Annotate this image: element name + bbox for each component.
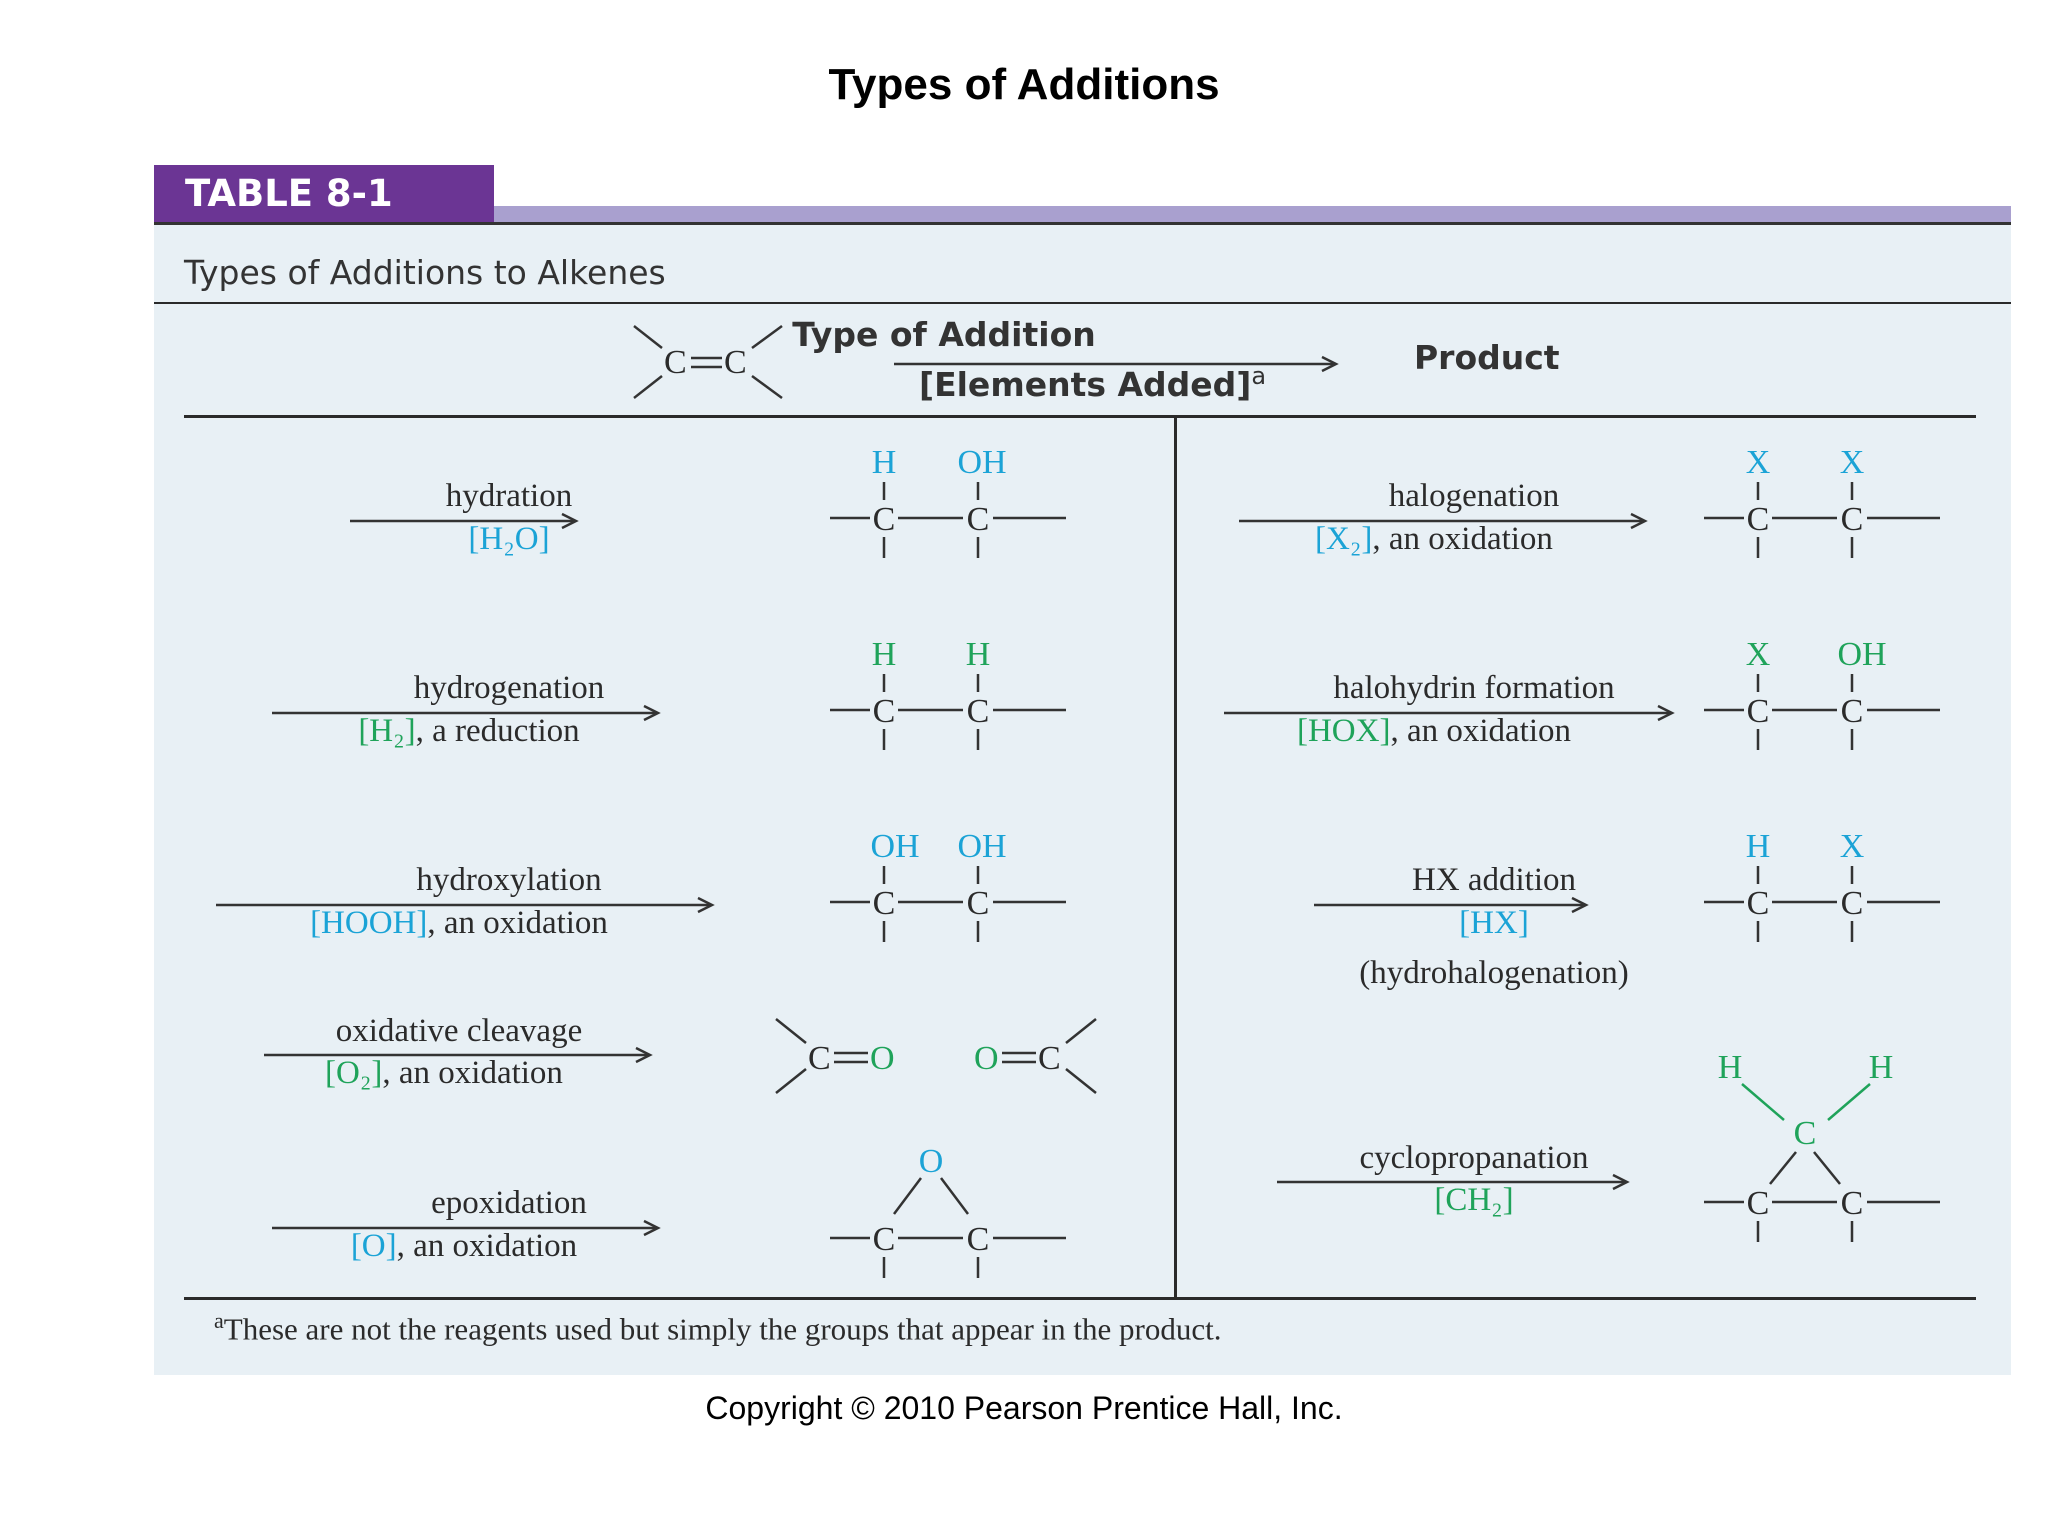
svg-text:C: C: [1841, 501, 1864, 538]
hydroxylation-reagent-line: [HOOH], an oxidation: [310, 905, 608, 941]
hydrogenation-reagent-line: [H₂], a reduction: [358, 713, 580, 749]
svg-text:C: C: [1841, 1185, 1864, 1222]
table-footnote: aThese are not the reagents used but sim…: [214, 1308, 1222, 1347]
hx-addition-reagent: [HX]: [1459, 905, 1529, 941]
oxidative-cleavage-reagent-line: [O₂], an oxidation: [325, 1055, 563, 1091]
subtitle-rule: [154, 302, 2011, 304]
svg-text:C: C: [1841, 885, 1864, 922]
svg-text:X: X: [1840, 444, 1865, 481]
header-rule: [184, 415, 1976, 418]
copyright: Copyright © 2010 Pearson Prentice Hall, …: [705, 1390, 1343, 1426]
hydroxylation-product: OH OH C C: [830, 828, 1066, 942]
oxidative-cleavage-product: C O O C: [775, 1018, 1097, 1094]
oxidative-cleavage-arrow: [264, 1046, 653, 1064]
svg-text:C: C: [1747, 693, 1770, 730]
table-panel: Types of Additions to Alkenes C C Type o…: [154, 222, 2011, 1375]
svg-text:OH: OH: [1837, 636, 1886, 673]
svg-text:C: C: [1841, 693, 1864, 730]
hydroxylation-label: hydroxylation: [416, 862, 602, 898]
svg-text:OH: OH: [957, 444, 1006, 481]
svg-text:C: C: [967, 693, 990, 730]
halogenation-arrow: [1239, 512, 1648, 530]
halogenation-label: halogenation: [1388, 478, 1560, 514]
hx-addition-note: (hydrohalogenation): [1359, 955, 1629, 991]
hydration-label: hydration: [445, 478, 573, 514]
svg-text:C: C: [873, 885, 896, 922]
svg-text:C: C: [873, 1221, 896, 1258]
svg-text:C: C: [967, 1221, 990, 1258]
halohydrin-reagent-line: [HOX], an oxidation: [1296, 713, 1572, 749]
svg-text:H: H: [1869, 1049, 1894, 1086]
epoxidation-product: O C C: [830, 1143, 1066, 1278]
svg-text:C: C: [873, 501, 896, 538]
hydration-arrow: [350, 512, 579, 530]
alkene-c-left: C: [664, 344, 687, 381]
svg-text:H: H: [872, 636, 897, 673]
hydrogenation-label: hydrogenation: [413, 670, 605, 706]
svg-text:H: H: [966, 636, 991, 673]
halogenation-product: X X C C: [1704, 444, 1940, 558]
header-arrow: [894, 355, 1339, 373]
svg-text:H: H: [1746, 828, 1771, 865]
header-elements-added: [Elements Added]a: [919, 362, 1267, 404]
hydrogenation-arrow: [272, 704, 661, 722]
svg-text:OH: OH: [957, 828, 1006, 865]
svg-text:H: H: [872, 444, 897, 481]
hx-addition-arrow: [1314, 896, 1589, 914]
table-subtitle: Types of Additions to Alkenes: [184, 253, 666, 292]
svg-text:H: H: [1718, 1049, 1743, 1086]
alkene-c-right: C: [724, 344, 747, 381]
header-type-of-addition: Type of Addition: [792, 315, 1096, 354]
header-product: Product: [1414, 338, 1560, 377]
svg-text:C: C: [967, 885, 990, 922]
hydration-product: H OH C C: [830, 444, 1066, 558]
svg-text:X: X: [1746, 444, 1771, 481]
epoxidation-label: epoxidation: [431, 1185, 587, 1221]
svg-text:C: C: [808, 1040, 831, 1077]
epoxidation-arrow: [272, 1219, 661, 1237]
svg-text:C: C: [1794, 1115, 1817, 1152]
hydrogenation-product: H H C C: [830, 636, 1066, 750]
halogenation-reagent-line: [X₂], an oxidation: [1315, 521, 1553, 557]
svg-text:X: X: [1746, 636, 1771, 673]
footer-rule: [184, 1297, 1976, 1300]
table-number-tab: TABLE 8-1: [154, 165, 494, 222]
cyclopropanation-label: cyclopropanation: [1359, 1140, 1589, 1176]
hydroxylation-arrow: [216, 896, 715, 914]
epoxidation-reagent-line: [O], an oxidation: [350, 1228, 578, 1264]
oxidative-cleavage-label: oxidative cleavage: [335, 1013, 583, 1049]
cyclopropanation-arrow: [1277, 1173, 1630, 1191]
svg-text:X: X: [1840, 828, 1865, 865]
svg-text:C: C: [873, 693, 896, 730]
slide-title: Types of Additions: [828, 60, 1220, 109]
svg-text:O: O: [974, 1040, 999, 1077]
hx-addition-product: H X C C: [1704, 828, 1940, 942]
svg-text:C: C: [967, 501, 990, 538]
svg-text:C: C: [1038, 1040, 1061, 1077]
svg-text:O: O: [919, 1143, 944, 1180]
halohydrin-arrow: [1224, 704, 1675, 722]
svg-text:OH: OH: [870, 828, 919, 865]
alkene-structure: C C: [633, 324, 783, 400]
halohydrin-product: X OH C C: [1704, 636, 1940, 750]
column-divider: [1174, 417, 1177, 1297]
svg-text:O: O: [870, 1040, 895, 1077]
hx-addition-label: HX addition: [1411, 862, 1577, 898]
cyclopropanation-reagent: [CH₂]: [1434, 1182, 1514, 1218]
svg-text:C: C: [1747, 1185, 1770, 1222]
cyclopropanation-product: H H C C C: [1704, 1049, 1940, 1242]
hydration-reagent: [H₂O]: [468, 521, 550, 557]
svg-text:C: C: [1747, 885, 1770, 922]
svg-text:C: C: [1747, 501, 1770, 538]
halohydrin-label: halohydrin formation: [1333, 670, 1615, 706]
table-header-band: [494, 206, 2011, 222]
